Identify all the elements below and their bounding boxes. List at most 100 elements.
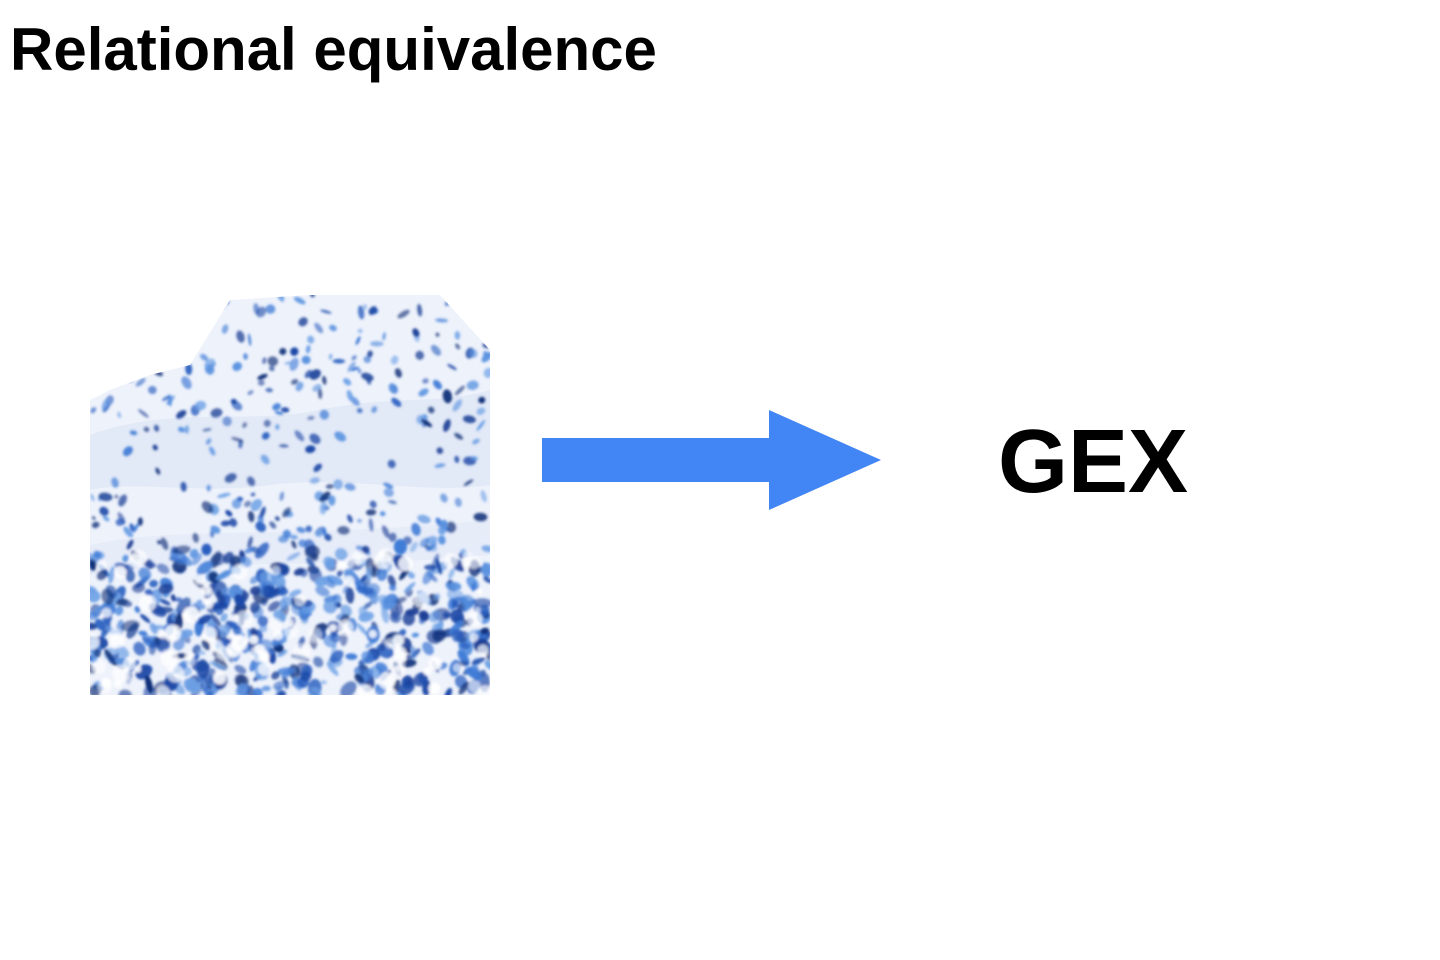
stained-nucleus bbox=[367, 350, 373, 358]
cytoplasm-gap bbox=[343, 575, 355, 587]
stained-nucleus bbox=[345, 587, 355, 604]
stained-nucleus bbox=[293, 296, 306, 305]
cytoplasm-gap bbox=[470, 633, 479, 642]
stained-nucleus bbox=[256, 306, 267, 318]
stained-nucleus bbox=[118, 494, 127, 507]
stained-nucleus bbox=[435, 318, 448, 323]
stained-nucleus bbox=[205, 690, 214, 695]
stained-nucleus bbox=[282, 529, 291, 539]
gex-label: GEX bbox=[998, 412, 1189, 512]
stained-nucleus bbox=[190, 304, 195, 310]
cytoplasm-gap bbox=[294, 594, 306, 607]
stained-nucleus bbox=[201, 501, 214, 514]
stained-nucleus bbox=[242, 422, 247, 428]
stained-nucleus bbox=[212, 302, 223, 310]
stained-nucleus bbox=[215, 569, 233, 581]
stained-nucleus bbox=[223, 551, 234, 564]
cytoplasm-gap bbox=[96, 559, 108, 570]
stained-nucleus bbox=[118, 345, 125, 355]
stained-nucleus bbox=[404, 582, 416, 593]
stained-nucleus bbox=[454, 331, 461, 340]
stained-nucleus bbox=[474, 326, 481, 331]
stained-nucleus bbox=[357, 518, 362, 523]
stained-nucleus bbox=[454, 455, 460, 463]
cytoplasm-gap bbox=[384, 638, 396, 649]
stained-nucleus bbox=[450, 609, 465, 624]
cytoplasm-gap bbox=[231, 635, 248, 652]
stained-nucleus bbox=[247, 390, 254, 395]
stained-nucleus bbox=[347, 514, 353, 523]
stained-nucleus bbox=[101, 588, 115, 605]
stained-nucleus bbox=[173, 638, 185, 651]
stained-nucleus bbox=[210, 525, 221, 534]
stained-nucleus bbox=[250, 498, 262, 512]
stained-nucleus bbox=[405, 654, 413, 661]
stained-nucleus bbox=[295, 381, 304, 392]
stained-nucleus bbox=[132, 522, 139, 533]
stained-nucleus bbox=[115, 606, 124, 616]
stained-nucleus bbox=[365, 509, 377, 516]
stained-nucleus bbox=[189, 549, 199, 559]
stained-nucleus bbox=[202, 428, 212, 432]
stained-nucleus bbox=[122, 554, 130, 563]
stained-nucleus bbox=[337, 526, 350, 535]
stained-nucleus bbox=[411, 632, 419, 638]
cytoplasm-gap bbox=[123, 657, 136, 671]
cytoplasm-gap bbox=[378, 672, 396, 690]
stained-nucleus bbox=[230, 398, 237, 405]
stained-nucleus bbox=[92, 295, 99, 300]
stained-nucleus bbox=[449, 620, 464, 635]
stained-nucleus bbox=[466, 380, 479, 391]
stained-nucleus bbox=[393, 539, 408, 555]
stained-nucleus bbox=[460, 594, 475, 608]
stained-nucleus bbox=[262, 357, 267, 365]
stained-nucleus bbox=[452, 399, 462, 412]
stained-nucleus bbox=[254, 542, 270, 559]
cytoplasm-gap bbox=[385, 686, 396, 695]
cytoplasm-gap bbox=[368, 629, 377, 639]
stained-nucleus bbox=[440, 519, 448, 530]
stained-nucleus bbox=[442, 612, 450, 619]
stained-nucleus bbox=[138, 567, 152, 581]
stained-nucleus bbox=[125, 569, 136, 583]
stained-nucleus bbox=[94, 618, 106, 631]
stained-nucleus bbox=[387, 574, 396, 588]
stained-nucleus bbox=[134, 606, 141, 613]
stained-nucleus bbox=[462, 415, 476, 424]
stained-nucleus bbox=[249, 601, 261, 614]
stained-nucleus bbox=[326, 662, 339, 676]
stained-nucleus bbox=[310, 295, 315, 298]
stained-nucleus bbox=[232, 361, 243, 372]
stained-nucleus bbox=[454, 385, 465, 396]
stained-nucleus bbox=[443, 419, 451, 432]
stained-nucleus bbox=[179, 335, 189, 341]
cytoplasm-gap bbox=[114, 565, 127, 579]
stained-nucleus bbox=[221, 600, 228, 610]
cytoplasm-gap bbox=[273, 630, 283, 641]
stained-nucleus bbox=[471, 657, 486, 665]
stained-nucleus bbox=[371, 406, 378, 413]
stained-nucleus bbox=[328, 495, 336, 506]
stained-nucleus bbox=[356, 408, 363, 414]
stained-nucleus bbox=[411, 522, 421, 536]
stained-nucleus bbox=[289, 357, 299, 371]
stained-nucleus bbox=[314, 529, 323, 538]
stained-nucleus bbox=[472, 438, 480, 445]
stained-nucleus bbox=[268, 365, 275, 372]
cytoplasm-gap bbox=[292, 643, 311, 662]
stained-nucleus bbox=[185, 362, 193, 376]
stained-nucleus bbox=[122, 446, 133, 457]
stained-nucleus bbox=[160, 537, 169, 550]
stained-nucleus bbox=[332, 358, 346, 364]
stained-nucleus bbox=[356, 585, 374, 595]
cytoplasm-gap bbox=[160, 649, 179, 668]
cytoplasm-gap bbox=[249, 635, 259, 645]
stained-nucleus bbox=[257, 379, 265, 386]
cytoplasm-gap bbox=[235, 610, 253, 628]
stained-nucleus bbox=[323, 556, 335, 570]
stained-nucleus bbox=[90, 655, 93, 662]
stained-nucleus bbox=[90, 590, 101, 603]
stained-nucleus bbox=[269, 521, 277, 529]
stained-nucleus bbox=[248, 510, 255, 523]
stained-nucleus bbox=[244, 500, 252, 508]
